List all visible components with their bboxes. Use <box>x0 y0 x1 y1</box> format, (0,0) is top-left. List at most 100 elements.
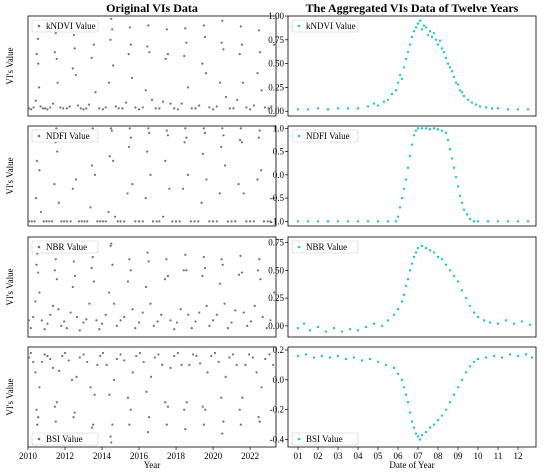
data-point <box>179 308 182 311</box>
data-point <box>422 24 426 27</box>
data-point <box>91 127 94 130</box>
data-point <box>32 315 35 319</box>
plot-frame <box>287 125 537 227</box>
data-point <box>178 220 181 223</box>
y-tick-label: 0.75 <box>268 35 284 45</box>
data-point <box>164 401 167 404</box>
data-point <box>71 187 74 190</box>
data-point <box>432 127 436 130</box>
x-tick-label: 06 <box>394 451 404 461</box>
data-point <box>176 108 180 111</box>
data-point <box>428 249 432 252</box>
data-point <box>194 320 197 323</box>
data-point <box>249 320 253 323</box>
data-point <box>203 35 207 39</box>
data-point <box>230 220 233 223</box>
data-point <box>93 173 97 176</box>
data-point <box>258 258 261 261</box>
data-point <box>165 258 168 261</box>
data-point <box>458 89 462 92</box>
legend-marker <box>37 134 41 138</box>
data-point <box>43 328 46 331</box>
data-point <box>400 378 404 382</box>
chart-panel: NDFI Value VI's Value <box>5 125 277 227</box>
data-point <box>36 423 39 426</box>
data-point <box>46 354 49 358</box>
legend-box <box>31 432 99 446</box>
data-point <box>175 321 179 324</box>
data-point <box>168 187 171 190</box>
data-point <box>316 220 320 223</box>
left-x-axis-label: Year <box>144 460 161 470</box>
x-tick-label: 09 <box>454 451 464 461</box>
data-point <box>456 185 460 188</box>
data-point <box>86 220 89 223</box>
data-point <box>424 127 428 130</box>
data-point <box>222 48 225 51</box>
data-point <box>302 322 306 325</box>
y-tick-label: 0.50 <box>268 265 284 275</box>
data-point <box>46 108 49 111</box>
data-point <box>402 293 406 296</box>
data-point <box>364 325 368 329</box>
data-point <box>219 282 222 285</box>
data-point <box>226 220 229 223</box>
legend-label: NBR Value <box>46 242 87 252</box>
y-axis-label: VI's Value <box>5 378 15 415</box>
data-point <box>137 321 141 324</box>
data-point <box>185 41 188 44</box>
data-point <box>444 56 448 60</box>
chart-panel: NDFI Value -1.0 -0.5 0.0 0.5 1.0 <box>270 123 537 227</box>
data-point <box>69 220 72 223</box>
data-point <box>226 327 229 330</box>
data-point <box>189 220 192 223</box>
data-point <box>181 187 185 190</box>
legend-marker <box>37 24 41 28</box>
data-point <box>410 143 414 146</box>
data-point <box>234 309 237 312</box>
data-point <box>324 330 328 333</box>
data-point <box>111 263 114 266</box>
data-point <box>346 220 350 223</box>
y-tick-label: 0.25 <box>268 82 284 92</box>
data-point <box>223 302 226 305</box>
data-point <box>100 322 104 325</box>
data-point <box>384 363 388 367</box>
data-point <box>55 127 58 130</box>
data-point <box>182 269 185 272</box>
data-point <box>462 208 466 211</box>
data-point <box>38 291 41 294</box>
data-point <box>53 51 56 54</box>
data-point <box>195 354 198 358</box>
data-point <box>90 56 93 60</box>
data-point <box>360 359 364 362</box>
data-point <box>165 28 168 31</box>
data-point <box>183 54 186 58</box>
data-point <box>255 371 258 374</box>
data-point <box>414 129 418 132</box>
data-point <box>242 311 245 314</box>
data-point <box>392 366 396 370</box>
data-point <box>215 105 218 108</box>
data-point <box>184 27 187 30</box>
data-point <box>372 102 376 105</box>
data-point <box>202 423 205 426</box>
data-point <box>200 201 203 204</box>
data-point <box>176 351 180 355</box>
data-point <box>251 356 254 359</box>
data-point <box>237 183 240 186</box>
data-point <box>346 107 350 110</box>
data-point <box>414 26 418 29</box>
data-point <box>152 324 155 327</box>
data-point <box>390 92 394 96</box>
data-point <box>107 81 111 84</box>
data-point <box>112 159 115 162</box>
data-point <box>448 66 452 69</box>
data-point <box>202 24 205 27</box>
data-point <box>220 258 223 261</box>
legend-box <box>31 129 99 143</box>
data-point <box>326 108 330 111</box>
data-point <box>127 53 130 56</box>
